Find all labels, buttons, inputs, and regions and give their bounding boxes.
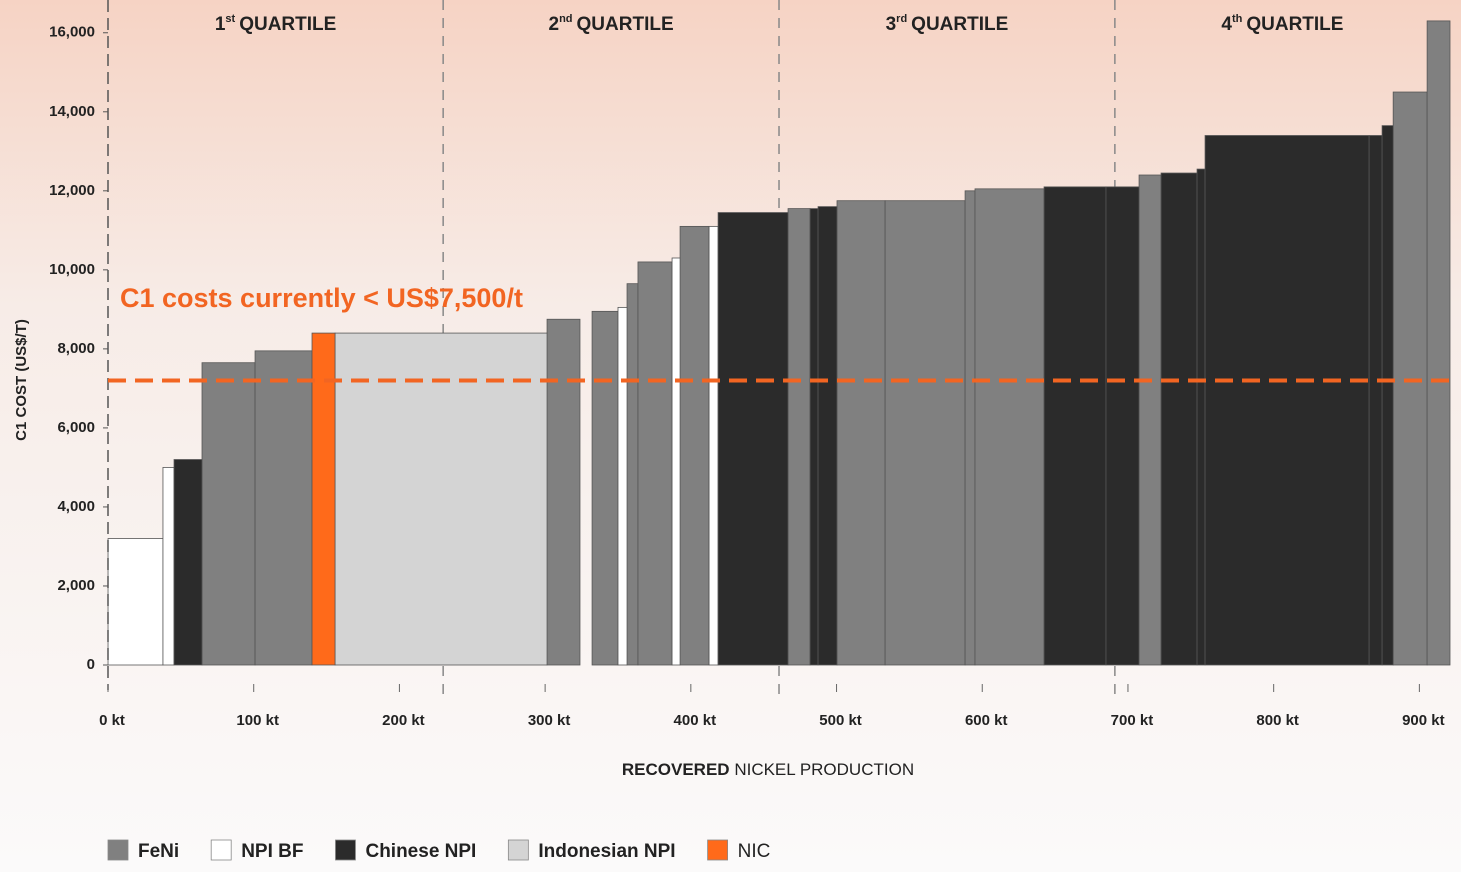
bar [1426, 20, 1451, 666]
y-tick-label: 6,000 [57, 419, 95, 436]
x-tick-label: 100 kt [236, 712, 279, 729]
quartile-suffix: nd [559, 13, 572, 25]
quartile-label: 3rd QUARTILE [886, 13, 1009, 35]
x-tick-label: 500 kt [819, 712, 862, 729]
bar [173, 459, 203, 666]
bar [817, 206, 838, 666]
quartile-suffix: rd [896, 13, 907, 25]
legend-label: FeNi [138, 841, 179, 862]
bar [201, 362, 256, 666]
bar [671, 257, 681, 666]
y-axis-label: C1 COST (US$/T) [13, 319, 30, 441]
x-tick-label: 800 kt [1256, 712, 1299, 729]
bar [617, 306, 628, 666]
annotation: C1 costs currently < US$7,500/t [120, 283, 523, 313]
x-tick-label: 300 kt [528, 712, 571, 729]
y-tick-label: 0 [87, 656, 95, 673]
bar [836, 200, 886, 666]
legend-label: NIC [738, 841, 771, 862]
quartile-label: 4th QUARTILE [1221, 13, 1343, 35]
x-tick-label: 200 kt [382, 712, 425, 729]
y-tick-label: 14,000 [49, 103, 95, 120]
bar [1043, 186, 1107, 666]
bar [162, 467, 175, 666]
bar [311, 332, 336, 666]
x-axis-label: RECOVERED NICKEL PRODUCTION [622, 760, 914, 779]
bar [254, 350, 313, 666]
legend-swatch [210, 839, 232, 861]
quartile-text: QUARTILE [577, 14, 674, 35]
bar [334, 332, 548, 666]
x-tick-label: 600 kt [965, 712, 1008, 729]
quartile-text: QUARTILE [1246, 14, 1343, 35]
legend-swatch [507, 839, 529, 861]
legend-label: Indonesian NPI [538, 841, 675, 862]
legend-swatch [335, 839, 356, 861]
bar [717, 212, 789, 666]
bar [107, 538, 164, 666]
legend-swatch [707, 839, 728, 861]
y-tick-label: 10,000 [49, 261, 95, 278]
bar [546, 318, 581, 666]
y-tick-label: 12,000 [49, 182, 95, 199]
bar [708, 225, 719, 666]
quartile-suffix: th [1232, 13, 1243, 25]
bar [1138, 174, 1162, 666]
bar [1196, 168, 1206, 666]
quartile-number: 2 [549, 14, 560, 35]
bar [964, 190, 976, 666]
bar [1105, 186, 1140, 666]
y-tick-label: 2,000 [57, 577, 95, 594]
bar [787, 208, 811, 666]
bar [974, 188, 1045, 666]
quartile-label: 1st QUARTILE [215, 13, 336, 35]
x-tick-label: 400 kt [674, 712, 717, 729]
x-tick-label: 0 kt [99, 712, 125, 729]
quartile-label: 2nd QUARTILE [549, 13, 674, 35]
quartile-text: QUARTILE [911, 14, 1008, 35]
y-tick-label: 4,000 [57, 498, 95, 515]
quartile-text: QUARTILE [239, 14, 336, 35]
bar [637, 261, 673, 666]
quartile-number: 4 [1221, 14, 1232, 35]
x-tick-label: 700 kt [1111, 712, 1154, 729]
bar [1160, 172, 1198, 666]
y-tick-label: 8,000 [57, 340, 95, 357]
x-tick-label: 900 kt [1402, 712, 1445, 729]
quartile-suffix: st [225, 13, 235, 25]
quartile-number: 3 [886, 14, 897, 35]
bar [1381, 125, 1394, 666]
bar [626, 283, 639, 666]
y-tick-label: 16,000 [49, 24, 95, 41]
bar [679, 225, 710, 666]
bar [1368, 135, 1383, 666]
legend-label: NPI BF [241, 841, 303, 862]
legend-label: Chinese NPI [365, 841, 476, 862]
x-axis-label-rest: NICKEL PRODUCTION [734, 760, 914, 779]
bar [591, 310, 619, 666]
bar [884, 200, 966, 666]
x-axis-label-bold: RECOVERED [622, 760, 730, 779]
bar [1204, 135, 1370, 666]
bar [809, 208, 819, 666]
quartile-number: 1 [215, 14, 226, 35]
legend-swatch [107, 839, 129, 861]
